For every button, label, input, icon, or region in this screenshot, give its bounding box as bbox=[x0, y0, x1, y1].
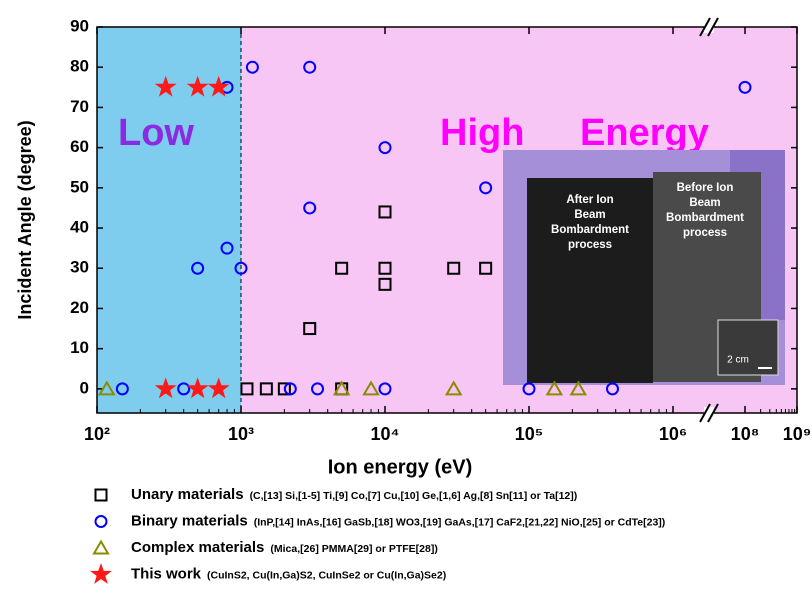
chart: Ion energy (eV) Incident Angle (degree) … bbox=[0, 0, 812, 597]
x-tick-label: 10³ bbox=[228, 424, 254, 444]
y-tick-label: 50 bbox=[70, 177, 89, 196]
annotation: Energy bbox=[580, 112, 709, 154]
y-tick-label: 90 bbox=[70, 16, 89, 35]
y-tick-label: 80 bbox=[70, 57, 89, 76]
y-tick-label: 10 bbox=[70, 338, 89, 357]
scale-label: 2 cm bbox=[727, 355, 749, 366]
x-tick-label: 10⁹ bbox=[783, 424, 812, 444]
x-axis-title: Ion energy (eV) bbox=[328, 456, 472, 478]
y-tick-label: 70 bbox=[70, 97, 89, 116]
y-tick-label: 60 bbox=[70, 137, 89, 156]
x-tick-label: 10⁴ bbox=[371, 424, 400, 444]
legend-marker bbox=[92, 565, 111, 583]
x-tick-label: 10⁸ bbox=[731, 424, 760, 444]
legend-detail: (CuInS2, Cu(In,Ga)S2, CuInSe2 or Cu(In,G… bbox=[207, 569, 446, 581]
legend-label: Unary materials bbox=[131, 486, 244, 503]
legend-detail: (InP,[14] InAs,[16] GaSb,[18] WO3,[19] G… bbox=[254, 516, 666, 528]
annotation: Low bbox=[118, 112, 194, 154]
y-tick-label: 40 bbox=[70, 218, 89, 237]
x-tick-label: 10⁶ bbox=[659, 424, 687, 444]
scale-box bbox=[718, 320, 778, 375]
page: {"chart_data": { "type": "scatter", "xla… bbox=[0, 0, 812, 597]
legend-label: Complex materials bbox=[131, 539, 264, 556]
legend-marker bbox=[96, 490, 107, 501]
y-axis-title: Incident Angle (degree) bbox=[15, 120, 35, 319]
annotation: High bbox=[440, 112, 524, 154]
y-tick-label: 20 bbox=[70, 298, 89, 317]
legend-marker bbox=[96, 516, 107, 527]
legend-label: This work bbox=[131, 565, 202, 582]
x-tick-label: 10⁵ bbox=[515, 424, 543, 444]
y-tick-label: 0 bbox=[80, 378, 89, 397]
y-tick-label: 30 bbox=[70, 258, 89, 277]
legend-detail: (C,[13] Si,[1-5] Ti,[9] Co,[7] Cu,[10] G… bbox=[250, 490, 578, 502]
legend-label: Binary materials bbox=[131, 512, 248, 529]
legend-marker bbox=[94, 542, 108, 554]
legend-detail: (Mica,[26] PMMA[29] or PTFE[28]) bbox=[270, 543, 437, 555]
x-tick-label: 10² bbox=[84, 424, 110, 444]
